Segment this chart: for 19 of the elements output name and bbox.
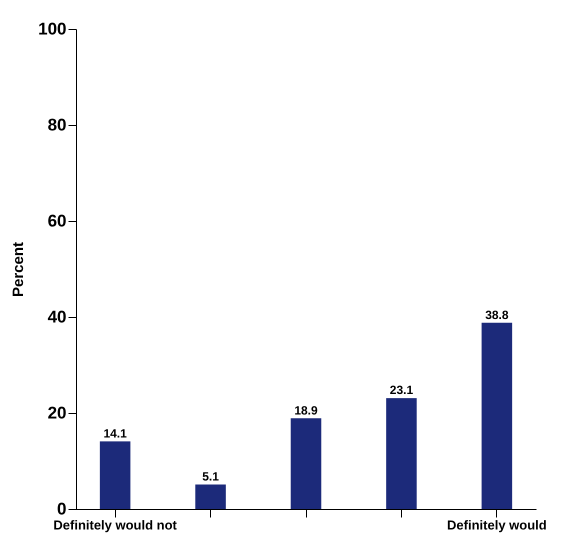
y-axis-title: Percent — [10, 242, 28, 298]
bar — [386, 398, 417, 509]
bar — [195, 484, 226, 509]
x-tick-label: Definitely would — [447, 518, 547, 532]
data-label: 14.1 — [103, 426, 128, 440]
y-tick-label: 80 — [48, 116, 66, 134]
y-tick-label: 0 — [57, 500, 66, 518]
bar — [482, 322, 512, 509]
x-tick-label: Definitely would not — [53, 518, 178, 532]
data-label: 23.1 — [390, 383, 414, 398]
y-tick-label: 60 — [48, 212, 66, 230]
data-label: 38.8 — [485, 308, 509, 322]
data-label: 18.9 — [294, 403, 318, 418]
bar — [290, 418, 322, 509]
y-tick-label: 40 — [48, 308, 66, 326]
y-tick-label: 20 — [48, 404, 66, 422]
data-label: 5.1 — [202, 470, 220, 484]
bar — [100, 441, 130, 509]
y-tick-label: 100 — [38, 20, 66, 38]
